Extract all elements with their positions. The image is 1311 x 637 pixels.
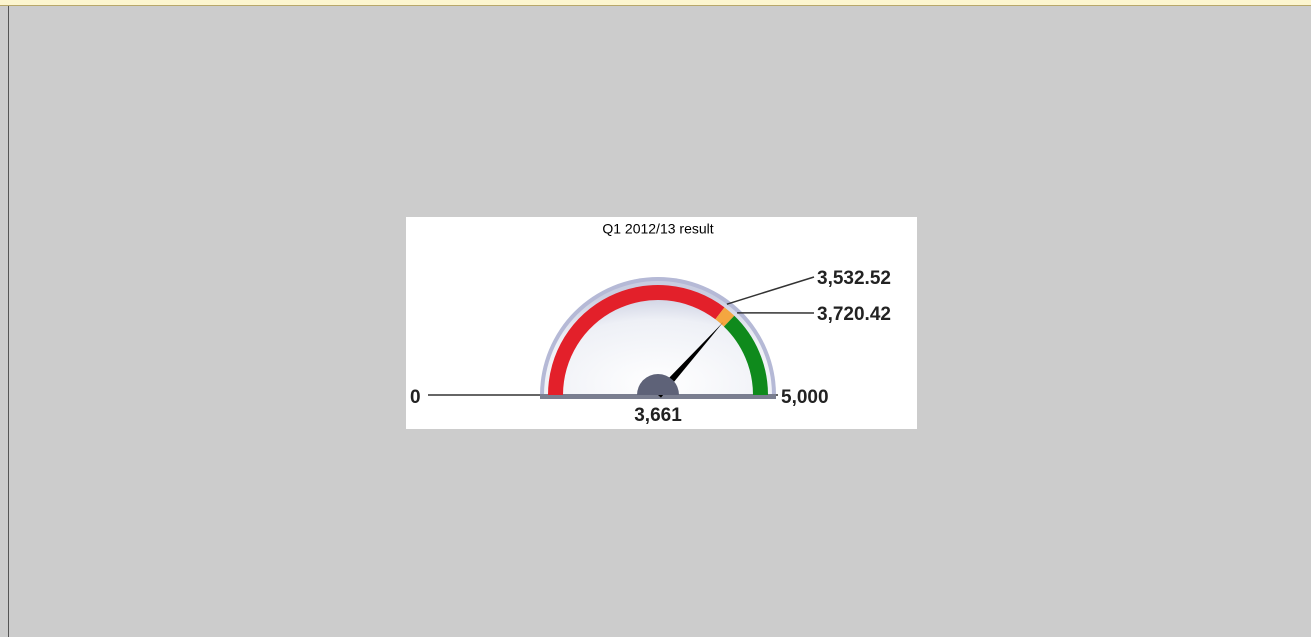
gauge-needle (655, 321, 724, 398)
threshold-leader (726, 276, 815, 305)
gauge-band (548, 285, 725, 395)
header-bar (0, 0, 1311, 6)
needle-hub (637, 374, 679, 395)
gauge-base (540, 394, 776, 399)
chart-title: Q1 2012/13 result (602, 221, 713, 237)
tick-label: 0 (410, 387, 421, 408)
threshold-label: 3,532.52 (817, 268, 891, 289)
value-label: 3,661 (634, 405, 682, 426)
threshold-label: 3,720.42 (817, 304, 891, 325)
tick-label: 5,000 (781, 387, 829, 408)
gauge-band (723, 315, 768, 395)
panel-border (8, 6, 9, 637)
gauge-band (715, 307, 735, 327)
